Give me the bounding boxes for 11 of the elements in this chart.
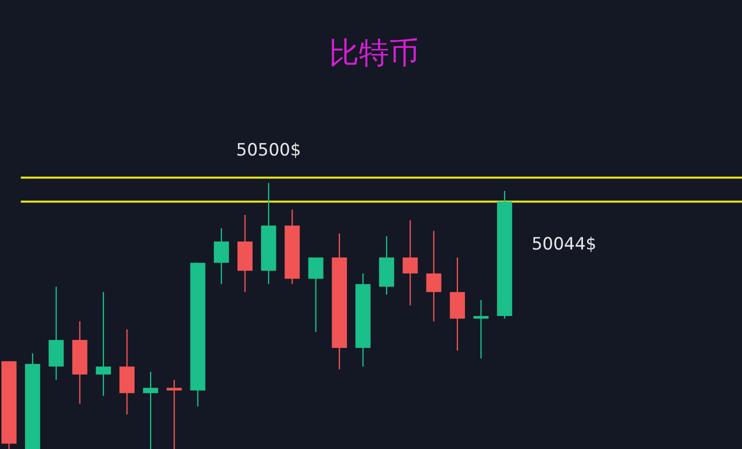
text: 50044$ xyxy=(532,234,597,255)
text: 50500$ xyxy=(236,140,302,161)
candlestick xyxy=(143,371,158,449)
candlestick xyxy=(308,256,324,333)
candlestick xyxy=(473,299,489,360)
candlestick xyxy=(402,220,418,306)
candlestick xyxy=(166,379,182,449)
candlestick xyxy=(214,228,229,285)
chart-title: 比特币 xyxy=(329,36,419,71)
candlestick xyxy=(426,230,442,322)
candlestick xyxy=(96,291,111,396)
